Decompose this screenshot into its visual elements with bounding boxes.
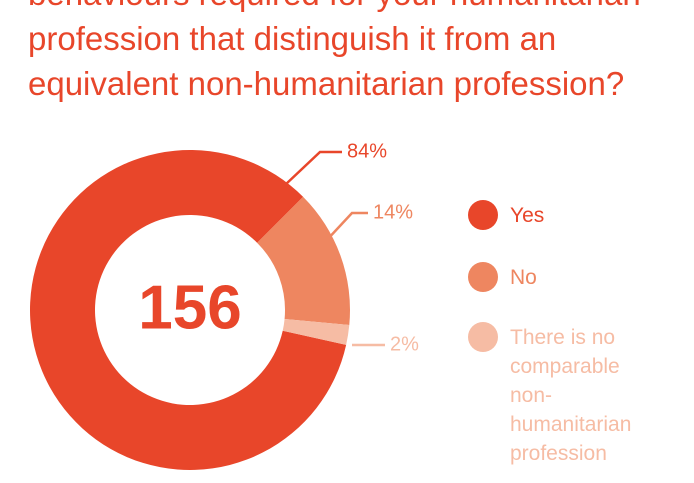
legend-item: Yes (468, 200, 660, 230)
legend-swatch (468, 322, 498, 352)
legend-swatch (468, 200, 498, 230)
value-label: 14% (373, 201, 413, 223)
legend-label: No (510, 266, 537, 289)
slice (257, 196, 351, 326)
legend-swatch (468, 262, 498, 292)
legend-label: Yes (510, 204, 545, 227)
chart-title: profession that distinguish it from an (28, 20, 557, 57)
leader-line (324, 211, 368, 243)
chart-title: behaviours required for your humanitaria… (28, 0, 641, 13)
slice (29, 149, 347, 470)
value-label: 84% (347, 140, 387, 162)
chart-title: equivalent non-humanitarian profession? (28, 65, 625, 102)
legend-item: There is no comparable non-humanitarian … (468, 322, 660, 468)
slice (282, 318, 350, 345)
center-total: 156 (138, 273, 241, 342)
legend-label: There is no comparable non-humanitarian … (510, 326, 632, 465)
legend-item: No (468, 262, 660, 292)
value-label: 2% (390, 333, 419, 355)
leader-line (284, 150, 342, 186)
